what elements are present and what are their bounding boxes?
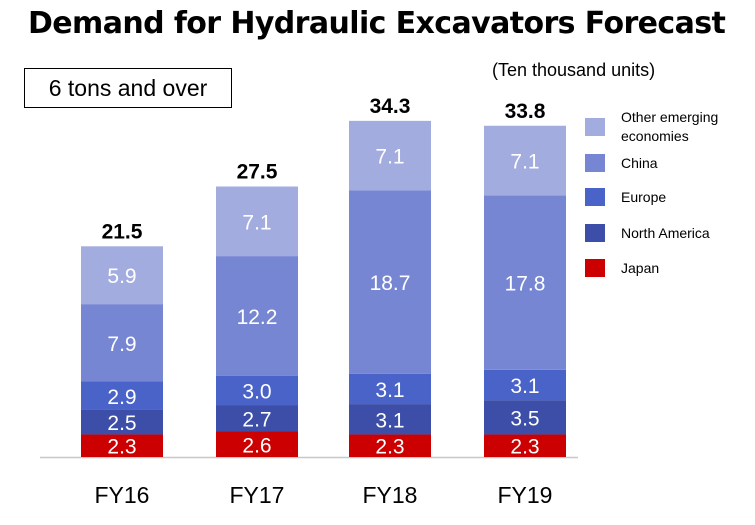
data-label: 2.3 <box>107 436 136 459</box>
x-tick-label: FY18 <box>363 482 418 508</box>
total-label: 21.5 <box>102 220 143 243</box>
bar-segment-europe-fy16 <box>81 381 163 410</box>
bar-segment-north-america-fy16 <box>81 409 163 435</box>
category-badge: 6 tons and over <box>24 68 232 108</box>
bar-segment-north-america-fy17 <box>216 405 298 432</box>
legend-swatch <box>585 118 605 136</box>
data-label: 7.9 <box>107 333 136 356</box>
data-label: 3.1 <box>375 379 404 402</box>
data-label: 3.1 <box>510 375 539 398</box>
bar-segment-europe-fy18 <box>349 373 431 405</box>
total-label: 33.8 <box>505 100 546 123</box>
x-tick-label: FY16 <box>95 482 150 508</box>
bar-segment-other-emerging-economies-fy18 <box>349 120 431 191</box>
bar-segment-europe-fy19 <box>484 369 566 401</box>
bar-segment-north-america-fy19 <box>484 400 566 435</box>
bar-segment-japan-fy16 <box>81 434 163 457</box>
legend-swatch <box>585 154 605 172</box>
bar-segment-other-emerging-economies-fy16 <box>81 246 163 305</box>
data-label: 7.1 <box>510 151 539 174</box>
bar-segment-europe-fy17 <box>216 375 298 406</box>
bar-segment-other-emerging-economies-fy19 <box>484 125 566 196</box>
chart-title: Demand for Hydraulic Excavators Forecast <box>28 6 726 41</box>
legend-swatch <box>585 224 605 242</box>
legend-label: Europe <box>621 189 666 205</box>
data-label: 7.1 <box>375 146 404 169</box>
x-tick-label: FY19 <box>498 482 553 508</box>
data-label: 18.7 <box>370 272 411 295</box>
bar-segment-china-fy17 <box>216 256 298 376</box>
bar-segment-china-fy18 <box>349 190 431 374</box>
bar-segment-china-fy19 <box>484 195 566 370</box>
bar-segment-north-america-fy18 <box>349 404 431 435</box>
data-label: 3.5 <box>510 407 539 430</box>
legend-label: Other emerging economies <box>621 109 718 144</box>
data-label: 2.3 <box>375 436 404 459</box>
bar-segment-japan-fy17 <box>216 431 298 457</box>
x-tick-label: FY17 <box>230 482 285 508</box>
data-label: 17.8 <box>505 273 546 296</box>
data-label: 5.9 <box>107 265 136 288</box>
data-label: 2.6 <box>242 434 271 457</box>
legend-label: Japan <box>621 260 659 276</box>
total-label: 27.5 <box>237 161 278 184</box>
data-label: 7.1 <box>242 211 271 234</box>
data-label: 2.7 <box>242 408 271 431</box>
legend-label: North America <box>621 225 710 241</box>
bar-segment-japan-fy19 <box>484 434 566 457</box>
data-label: 3.1 <box>375 409 404 432</box>
legend-swatch <box>585 259 605 277</box>
legend-swatch <box>585 188 605 206</box>
data-label: 3.0 <box>242 380 271 403</box>
bar-segment-other-emerging-economies-fy17 <box>216 186 298 257</box>
data-label: 2.9 <box>107 386 136 409</box>
bar-segment-china-fy16 <box>81 304 163 382</box>
data-label: 2.3 <box>510 436 539 459</box>
legend-label: China <box>621 155 658 171</box>
data-label: 2.5 <box>107 412 136 435</box>
data-label: 12.2 <box>237 306 278 329</box>
unit-label: (Ten thousand units) <box>492 60 656 80</box>
total-label: 34.3 <box>370 95 411 118</box>
bar-segment-japan-fy18 <box>349 434 431 457</box>
